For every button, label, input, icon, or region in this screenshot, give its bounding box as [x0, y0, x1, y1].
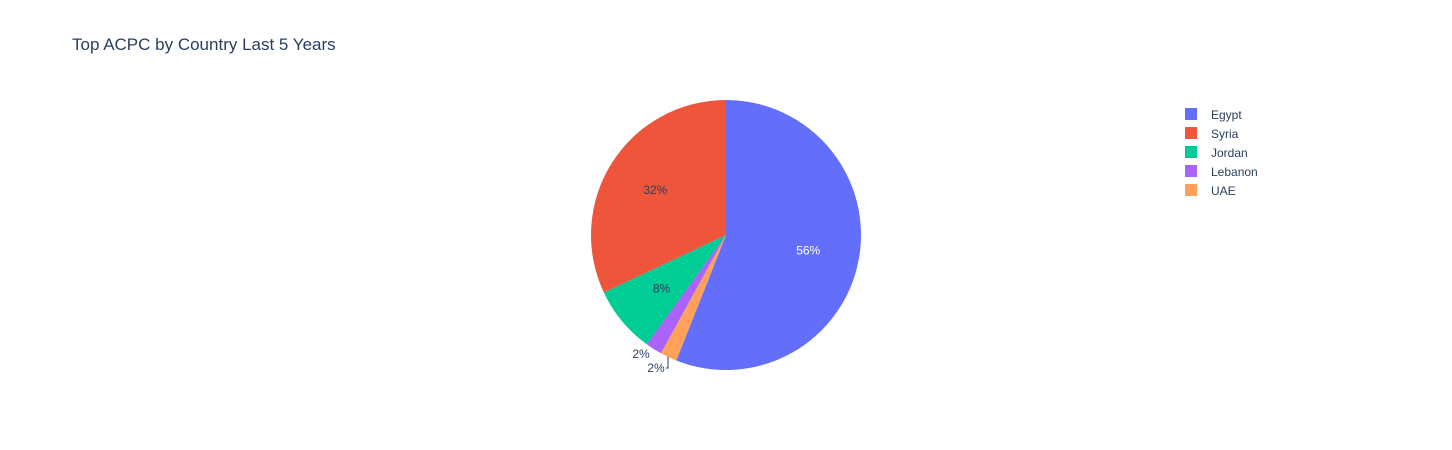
- pie-slice-labels: 56% 2%2% 8% 32%: [632, 183, 820, 375]
- legend-item-lebanon[interactable]: Lebanon: [1185, 165, 1258, 179]
- legend-swatch-egypt: [1185, 108, 1197, 120]
- legend-item-syria[interactable]: Syria: [1185, 127, 1239, 141]
- pie-slice-jordan[interactable]: [603, 235, 726, 345]
- legend-label-uae: UAE: [1211, 184, 1236, 198]
- pie-slice-egypt[interactable]: [676, 100, 861, 371]
- legend-swatch-jordan: [1185, 146, 1197, 158]
- legend-item-jordan[interactable]: Jordan: [1185, 146, 1248, 160]
- legend-label-egypt: Egypt: [1211, 108, 1242, 122]
- slice-label-uae: 2%: [647, 361, 665, 375]
- pie-slice-syria[interactable]: [591, 100, 726, 293]
- pie-slices: [591, 100, 861, 371]
- pie-slice-lebanon[interactable]: [646, 235, 726, 354]
- legend: Egypt Syria Jordan Lebanon UAE: [1185, 108, 1258, 198]
- slice-label-egypt: 56%: [796, 244, 820, 258]
- chart-title: Top ACPC by Country Last 5 Years: [72, 35, 336, 54]
- legend-swatch-syria: [1185, 127, 1197, 139]
- legend-label-syria: Syria: [1211, 127, 1239, 141]
- legend-item-uae[interactable]: UAE: [1185, 184, 1236, 198]
- slice-label-syria: 32%: [643, 183, 667, 197]
- slice-label-jordan: 8%: [653, 281, 671, 295]
- legend-swatch-uae: [1185, 184, 1197, 196]
- legend-label-jordan: Jordan: [1211, 146, 1248, 160]
- legend-label-lebanon: Lebanon: [1211, 165, 1258, 179]
- legend-item-egypt[interactable]: Egypt: [1185, 108, 1242, 122]
- slice-label-lebanon: 2%: [632, 347, 650, 361]
- pie-slice-uae[interactable]: [660, 235, 726, 361]
- slice-leader-line-uae: [666, 356, 669, 369]
- legend-swatch-lebanon: [1185, 165, 1197, 177]
